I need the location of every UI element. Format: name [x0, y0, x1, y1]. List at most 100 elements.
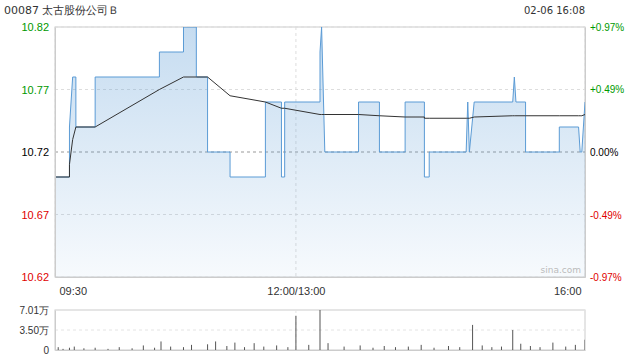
- tick-label: -0.97%: [590, 272, 622, 283]
- volume-bar: [244, 347, 245, 350]
- volume-bar: [119, 347, 120, 350]
- volume-bar: [58, 347, 59, 350]
- grid: [55, 310, 585, 350]
- volume-bar: [434, 348, 435, 350]
- volume-bar: [83, 348, 84, 350]
- tick: 10.67: [21, 209, 55, 221]
- plot-area: [55, 27, 585, 277]
- volume-bar: [276, 345, 277, 350]
- volume-bar: [384, 346, 385, 350]
- volume-bar: [482, 345, 483, 350]
- tick-label: 09:30: [60, 285, 88, 297]
- volume-bar: [108, 349, 109, 350]
- tick: 10.62: [21, 271, 55, 283]
- volume-bar: [132, 348, 133, 350]
- volume-bar: [143, 345, 144, 350]
- volume-y-axis: 7.01万 3.50万 0: [20, 305, 56, 356]
- volume-bar: [320, 310, 321, 350]
- volume-bar: [530, 346, 531, 350]
- tick-label: 10.62: [21, 271, 49, 283]
- grid-line: [55, 27, 56, 277]
- volume-bar: [74, 347, 75, 350]
- volume-bar: [565, 347, 566, 350]
- x-axis: 09:30 12:00/13:00 16:00: [56, 277, 586, 297]
- tick: 12:00/13:00: [267, 277, 325, 297]
- tick: 3.50万: [20, 325, 55, 336]
- tick: 0.00%: [585, 147, 618, 158]
- volume-bar: [254, 343, 255, 350]
- volume-bar: [501, 347, 502, 350]
- tick-label: +0.49%: [590, 84, 624, 95]
- tick-label: 10.72: [21, 146, 49, 158]
- grid: [55, 27, 585, 277]
- tick: -0.49%: [585, 210, 622, 221]
- tick-label: 12:00/13:00: [267, 285, 325, 297]
- volume-bar: [287, 347, 288, 350]
- grid-line: [585, 310, 586, 350]
- plot-frame: [55, 27, 585, 277]
- title: 00087 太古股份公司Ｂ: [4, 4, 120, 17]
- tick: 16:00: [554, 277, 586, 297]
- average-line: [55, 77, 585, 177]
- volume-bar: [344, 347, 345, 350]
- tick-label: 0.00%: [590, 147, 618, 158]
- volume-bar: [207, 344, 208, 350]
- volume-x-axis: [56, 350, 586, 352]
- grid-line: [295, 310, 296, 350]
- tick: 10.82: [21, 21, 55, 33]
- volume-bar: [472, 325, 473, 350]
- grid-line: [55, 27, 585, 28]
- axis-line: [55, 311, 56, 351]
- volume-bar: [360, 345, 361, 350]
- volume-bar: [191, 345, 192, 350]
- volume-bar: [552, 343, 553, 350]
- volume-bar: [575, 345, 576, 350]
- tick-label: -0.49%: [590, 210, 622, 221]
- watermark: sina.com: [541, 265, 582, 275]
- tick: 09:30: [56, 277, 88, 297]
- volume-bar: [520, 344, 521, 350]
- tick-label: 10.67: [21, 209, 49, 221]
- volume-bar: [161, 341, 162, 350]
- tick: 7.01万: [20, 305, 55, 316]
- volume-bar: [421, 345, 422, 350]
- volume-bar: [226, 346, 227, 350]
- tick: +0.97%: [585, 22, 624, 33]
- volume-bar: [95, 348, 96, 350]
- volume-bar: [585, 340, 586, 350]
- volume-bar: [183, 347, 184, 350]
- volume-bar: [540, 347, 541, 350]
- volume-bar: [234, 343, 235, 350]
- tick: 0: [43, 345, 55, 356]
- chart: 10.82 10.77 10.72 10.67 10.62 +0.97% +0.49% 0.0…: [0, 0, 640, 360]
- tick: 10.77: [21, 84, 55, 96]
- volume-bar: [408, 347, 409, 350]
- volume-bar: [395, 347, 396, 350]
- volume-bar: [512, 330, 513, 350]
- axis-line: [55, 28, 56, 278]
- volume-frame: [55, 310, 585, 350]
- volume-bar: [308, 345, 309, 350]
- axis-line: [56, 350, 586, 351]
- volume-bar: [295, 316, 296, 350]
- volume-bar: [154, 348, 155, 350]
- volume-bar: [63, 349, 64, 350]
- volume-bar: [373, 348, 374, 350]
- subtitle: 02-06 16:08: [524, 5, 585, 16]
- price-line: [55, 27, 585, 177]
- tick-label: +0.97%: [590, 22, 624, 33]
- volume-bar: [69, 348, 70, 350]
- tick-label: 7.01万: [20, 305, 49, 316]
- tick-label: 0: [43, 345, 49, 356]
- volume-bar: [491, 347, 492, 350]
- tick: +0.49%: [585, 84, 624, 95]
- axis-line: [56, 277, 586, 278]
- tick-label: 16:00: [554, 285, 582, 297]
- y-axis: 10.82 10.77 10.72 10.67 10.62: [21, 21, 55, 283]
- price-area: [55, 27, 585, 277]
- y2-axis: +0.97% +0.49% 0.00% -0.49% -0.97%: [585, 22, 624, 283]
- volume-bar: [448, 346, 449, 350]
- volume-bars: [55, 310, 585, 350]
- axis-line: [585, 28, 586, 278]
- volume-bar: [170, 347, 171, 350]
